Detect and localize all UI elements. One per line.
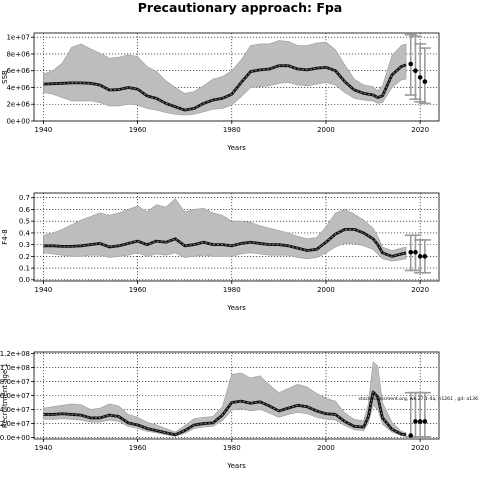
y-tick-label: 0.2 — [19, 253, 30, 261]
forecast-point — [417, 254, 423, 259]
x-tick-label: 1940 — [35, 126, 53, 134]
watermark-annotation: stockassessment.org, wk.27.1-4a, ri1261 … — [359, 396, 479, 402]
x-tick-label: 1960 — [129, 444, 147, 452]
chart-panels: 1940 1960 1980 2000 2020 0e+00 2e+06 4e+06 6e+06… — [0, 32, 478, 470]
y-tick-label: 0.1 — [19, 264, 30, 272]
y-tick-label: 4.0e+07 — [0, 406, 30, 414]
x-tick-label: 1940 — [35, 444, 53, 452]
x-tick-label: 2000 — [317, 286, 335, 294]
x-tick-label: 1960 — [129, 126, 147, 134]
x-tick-label: 1980 — [223, 444, 241, 452]
x-tick-label: 1940 — [35, 286, 53, 294]
x-tick-label: 2020 — [411, 444, 429, 452]
forecast-point — [417, 75, 423, 80]
median-line-dash — [43, 391, 407, 436]
forecast-point — [422, 79, 428, 84]
median-line-dash — [43, 228, 407, 257]
forecast-point — [422, 254, 428, 259]
x-axis-label: Years — [226, 462, 246, 470]
confidence-band — [43, 40, 407, 116]
y-tick-label: 6e+06 — [6, 67, 30, 75]
forecast-point — [408, 61, 414, 67]
forecast-point — [408, 249, 414, 255]
confidence-band — [43, 198, 407, 262]
chart-panel-3: 1940 1960 1980 2000 2020 0.0e+00 2.0e+07 4.0e+0… — [0, 350, 478, 470]
x-tick-label: 1980 — [223, 126, 241, 134]
forecast-point — [408, 433, 414, 438]
x-axis-label: Years — [226, 304, 246, 312]
chart-panel-1: 1940 1960 1980 2000 2020 0e+00 2e+06 4e+06 6e+06… — [1, 32, 440, 152]
y-tick-label: 0.5 — [19, 218, 30, 226]
forecast-point — [413, 419, 418, 424]
y-tick-label: 4e+06 — [6, 84, 30, 92]
figure-title: Precautionary approach: Fpa — [138, 0, 343, 15]
y-tick-label: 1.0e+08 — [0, 364, 30, 372]
forecast-point — [417, 419, 423, 424]
y-tick-label: 0e+00 — [6, 117, 30, 125]
forecast-interval — [418, 47, 431, 105]
x-tick-label: 2020 — [411, 126, 429, 134]
y-tick-label: 0.7 — [19, 194, 30, 202]
y-axis-label: SSB — [1, 70, 9, 84]
x-axis-label: Years — [226, 144, 246, 152]
y-tick-label: 0.0e+00 — [0, 434, 30, 442]
x-tick-label: 2000 — [317, 444, 335, 452]
forecast-point — [413, 68, 418, 74]
y-tick-label: 1e+07 — [6, 34, 30, 42]
forecast-point — [413, 249, 418, 255]
x-tick-label: 2000 — [317, 126, 335, 134]
y-axis-label: Recruitment age 1 — [1, 363, 9, 428]
plot-frame — [33, 32, 440, 122]
y-tick-label: 0.3 — [19, 241, 30, 249]
x-tick-label: 2020 — [411, 286, 429, 294]
y-tick-label: 0.0 — [19, 276, 30, 284]
y-tick-label: 0.4 — [19, 229, 31, 237]
y-tick-label: 8e+06 — [6, 50, 30, 58]
plot-frame — [33, 192, 440, 282]
y-tick-label: 1.2e+08 — [0, 350, 30, 358]
y-tick-label: 2.0e+07 — [0, 420, 30, 428]
y-axis-label: F4-8 — [1, 229, 9, 244]
y-tick-label: 2e+06 — [6, 101, 30, 109]
y-tick-label: 8.0e+07 — [0, 378, 30, 386]
forecast-interval — [418, 391, 431, 438]
median-line-dash — [43, 64, 407, 111]
y-tick-label: 6.0e+07 — [0, 392, 30, 400]
forecast-point — [422, 419, 428, 424]
x-tick-label: 1960 — [129, 286, 147, 294]
y-tick-label: 0.6 — [19, 206, 31, 214]
chart-panel-2: 1940 1960 1980 2000 2020 0.0 0.1 0.2 0.3 0.4 0.5 0.… — [1, 192, 440, 312]
x-tick-label: 1980 — [223, 286, 241, 294]
